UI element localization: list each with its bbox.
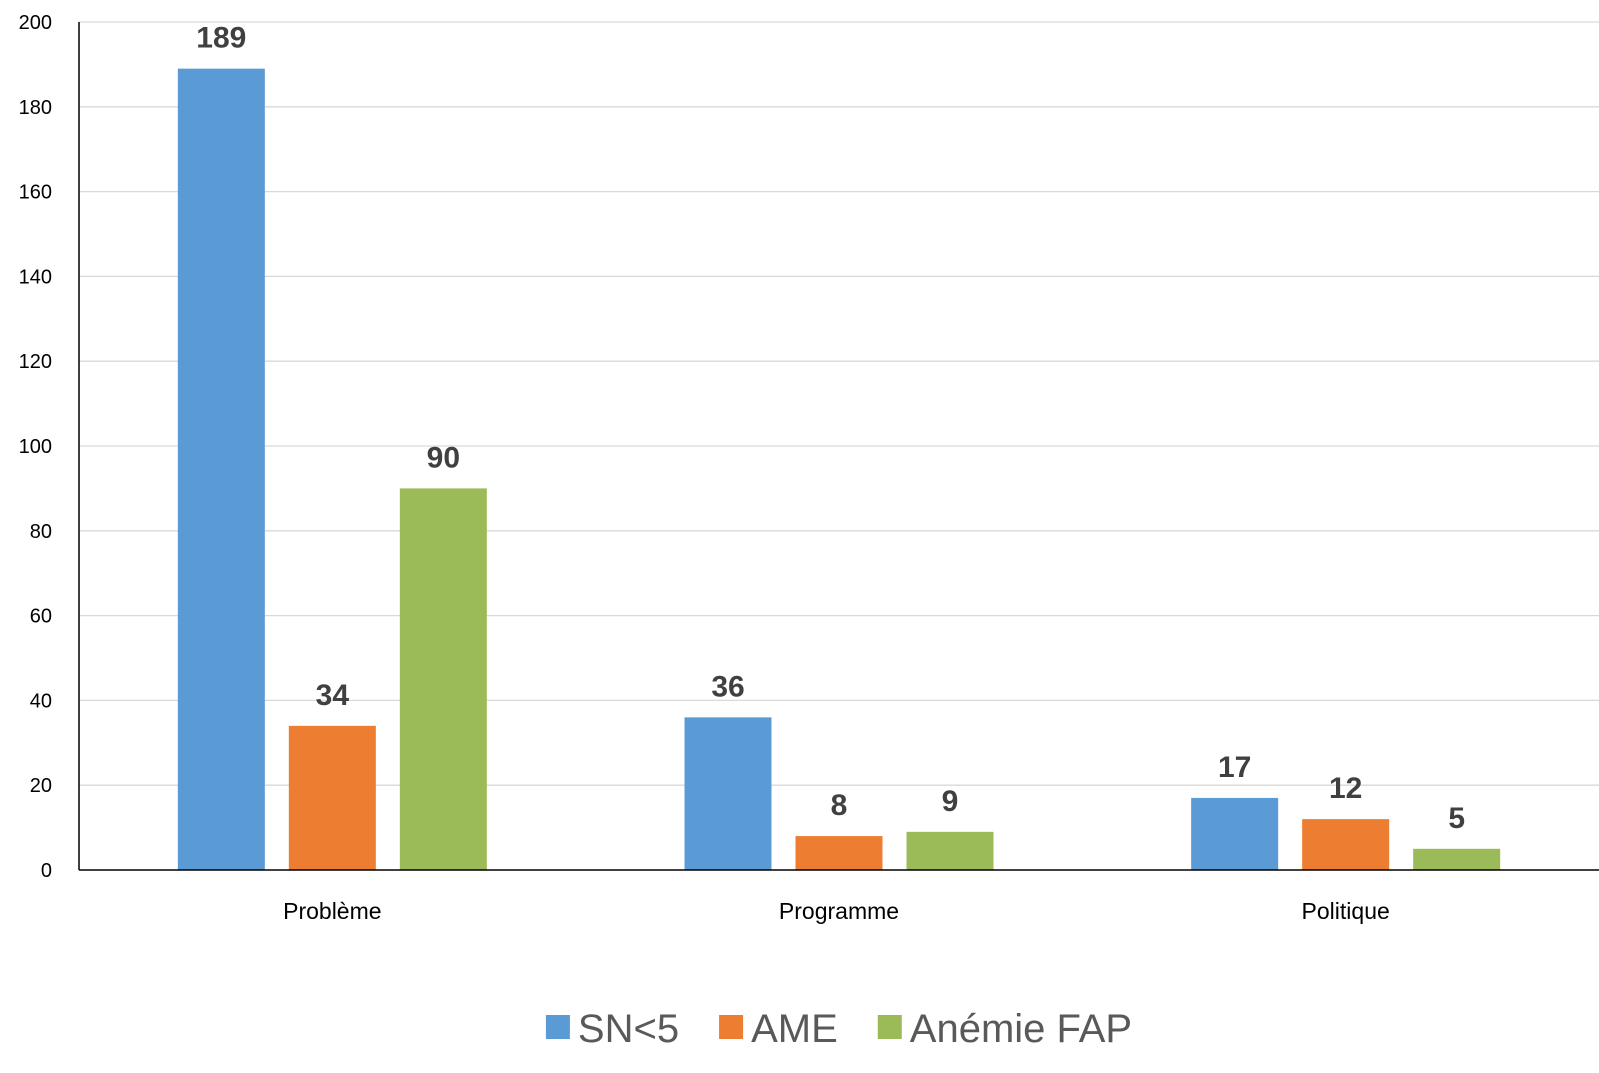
x-tick-label: Politique xyxy=(1302,898,1390,924)
y-tick-label: 60 xyxy=(30,606,52,628)
axis-layer: 0 20 40 60 80 100 120 140 160 180 200 Problème Progr… xyxy=(19,12,1599,924)
data-label: 90 xyxy=(427,441,460,474)
data-label: 8 xyxy=(831,789,848,822)
bar xyxy=(399,488,487,870)
y-tick-label: 200 xyxy=(19,12,52,34)
bar xyxy=(1413,848,1501,870)
bar xyxy=(684,717,772,870)
x-tick-label: Problème xyxy=(283,898,381,924)
legend-item: Anémie FAP xyxy=(877,1007,1132,1051)
y-tick-label: 140 xyxy=(19,266,52,288)
bar xyxy=(177,68,265,870)
legend-item: SN<5 xyxy=(545,1007,679,1051)
bar xyxy=(288,725,376,870)
grid-layer xyxy=(79,21,1599,786)
bar xyxy=(1302,819,1390,870)
y-tick-label: 100 xyxy=(19,436,52,458)
data-label: 12 xyxy=(1329,772,1362,805)
label-layer: 189 34 90 36 8 9 17 12 5 xyxy=(196,22,1465,835)
legend-swatch xyxy=(719,1015,744,1039)
y-tick-label: 40 xyxy=(30,690,52,712)
legend: SN<5 AME Anémie FAP xyxy=(545,1007,1132,1051)
y-tick-label: 160 xyxy=(19,182,52,204)
y-tick-label: 20 xyxy=(30,775,52,797)
legend-swatch xyxy=(877,1015,902,1039)
bar xyxy=(906,831,994,870)
legend-swatch xyxy=(545,1015,570,1039)
data-label: 9 xyxy=(942,785,959,818)
legend-label: Anémie FAP xyxy=(910,1007,1132,1051)
y-tick-label: 180 xyxy=(19,97,52,119)
data-label: 34 xyxy=(316,679,350,712)
y-tick-label: 0 xyxy=(41,860,52,882)
bar xyxy=(795,836,883,870)
x-tick-label: Programme xyxy=(779,898,899,924)
legend-label: SN<5 xyxy=(578,1007,679,1051)
legend-item: AME xyxy=(719,1007,838,1051)
bar xyxy=(1191,797,1279,870)
data-label: 189 xyxy=(196,22,246,55)
legend-label: AME xyxy=(751,1007,838,1051)
bar-layer xyxy=(177,68,1501,870)
y-tick-label: 80 xyxy=(30,521,52,543)
data-label: 36 xyxy=(711,670,744,703)
data-label: 5 xyxy=(1448,802,1465,835)
y-tick-label: 120 xyxy=(19,351,52,373)
data-label: 17 xyxy=(1218,751,1251,784)
